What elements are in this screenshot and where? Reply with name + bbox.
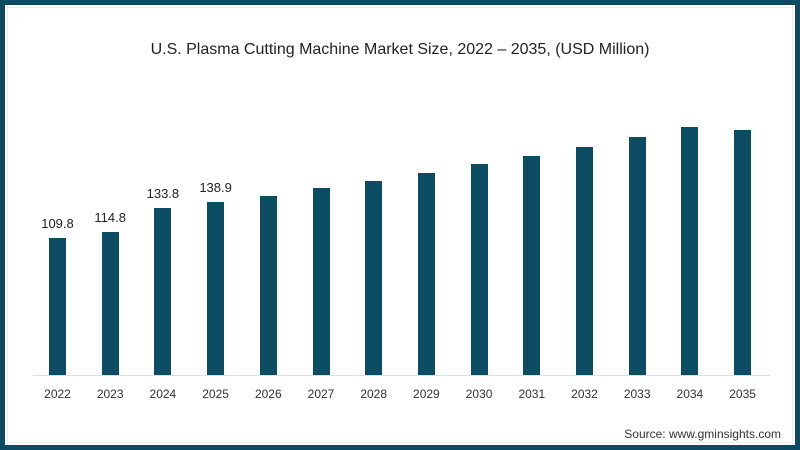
bar-2032: [576, 146, 593, 375]
x-tick-label-2022: 2022: [44, 387, 71, 401]
bar-2029: [417, 172, 435, 375]
x-tick-label-2025: 2025: [202, 387, 229, 401]
data-label-2024: 133.8: [146, 186, 180, 202]
bar-2031: [523, 155, 541, 375]
bar-2035: [734, 130, 752, 375]
x-tick-label-2032: 2032: [571, 387, 598, 401]
x-axis-line: [33, 375, 770, 376]
bar-2022: [49, 237, 66, 375]
bar-2025: [207, 201, 225, 375]
x-tick-label-2035: 2035: [729, 387, 756, 401]
data-label-2023: 114.8: [94, 209, 126, 225]
bar-2034: [681, 127, 699, 375]
bar-2033: [628, 137, 646, 375]
bar-2024: [154, 208, 172, 375]
bar-2026: [259, 196, 277, 375]
x-tick-label-2023: 2023: [96, 387, 124, 401]
x-tick-label-2028: 2028: [360, 387, 388, 401]
source-note: Source: www.gminsights.com: [624, 427, 781, 441]
x-tick-label-2024: 2024: [149, 387, 177, 401]
x-tick-label-2033: 2033: [623, 387, 651, 401]
data-label-2025: 138.9: [199, 179, 232, 195]
bar-2028: [365, 181, 383, 375]
x-tick-label-2030: 2030: [465, 387, 493, 401]
chart-title: U.S. Plasma Cutting Machine Market Size,…: [150, 41, 650, 58]
x-tick-label-2029: 2029: [413, 387, 440, 401]
bar-2030: [470, 163, 488, 375]
x-tick-label-2026: 2026: [254, 387, 282, 401]
x-tick-label-2034: 2034: [676, 387, 704, 401]
plot-area: 109.8 2022 114.8 2023 133.8 2024 138.9 2025 2026…: [5, 5, 795, 445]
x-tick-label-2027: 2027: [307, 387, 335, 401]
data-label-2022: 109.8: [41, 215, 74, 231]
chart-inner-border: [7, 7, 793, 443]
bar-2027: [312, 188, 330, 375]
x-tick-label-2031: 2031: [518, 387, 546, 401]
bar-2023: [101, 231, 119, 375]
